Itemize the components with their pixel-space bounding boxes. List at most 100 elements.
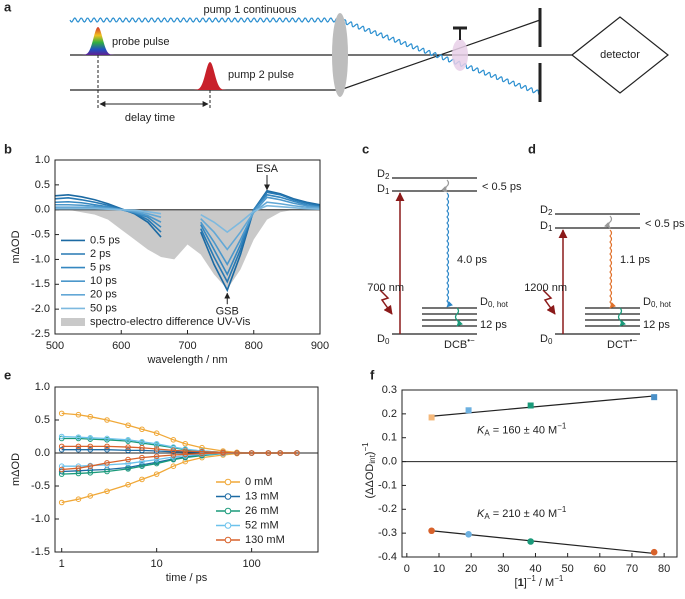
marker — [153, 453, 160, 460]
x-tick-label: 40 — [529, 563, 541, 575]
fit-line — [431, 530, 655, 555]
marker — [104, 443, 110, 450]
marker — [75, 496, 82, 503]
marker — [125, 456, 131, 463]
panel-label: e — [4, 367, 11, 382]
x-tick-label: 50 — [562, 563, 574, 575]
pump-pulse — [192, 62, 228, 90]
x-tick-label: 1 — [59, 558, 65, 570]
legend-marker — [224, 507, 232, 515]
marker — [182, 451, 189, 458]
plot-frame — [401, 389, 678, 558]
x-axis-label: time / ps — [166, 572, 208, 584]
y-tick-label: -1.0 — [31, 253, 50, 265]
y-axis-label: mΔOD — [10, 230, 22, 263]
point — [465, 531, 472, 538]
line — [54, 193, 162, 238]
level-label: D0, hot — [480, 296, 509, 309]
label-part: DCT — [607, 339, 630, 351]
marker — [58, 463, 65, 470]
label-part: 1 — [518, 577, 524, 589]
photon — [542, 289, 556, 315]
relax-arrow — [441, 179, 450, 193]
marker — [234, 450, 240, 456]
pump1-beam — [69, 17, 540, 96]
level-label: 700 nm — [367, 282, 404, 294]
level-label: 1.1 ps — [620, 254, 650, 266]
marker — [125, 460, 131, 467]
marker — [58, 446, 65, 453]
label-part: D — [377, 183, 385, 195]
label-part: 1 — [548, 224, 553, 233]
marker — [139, 426, 145, 433]
marker — [75, 411, 82, 418]
label-part: K — [477, 508, 485, 520]
y-tick-label: 0.0 — [382, 455, 397, 467]
sample — [452, 39, 468, 71]
legend-marker — [224, 536, 232, 544]
label-part: / M — [536, 577, 554, 589]
marker — [125, 437, 131, 443]
line — [61, 412, 297, 454]
marker — [87, 446, 94, 453]
label: pump 2 pulse — [228, 69, 294, 81]
panel-label: c — [362, 141, 369, 156]
marker — [58, 499, 65, 506]
marker — [182, 440, 189, 447]
marker — [182, 448, 189, 454]
point — [465, 407, 472, 414]
chart: 0.3 0.2 0.1 0.0 -0.1 -0.2 -0.3 -0.4 0 10 20 30 40 50 6… — [378, 384, 678, 575]
marker — [58, 433, 65, 440]
level-label: D1 — [377, 183, 390, 196]
panel-label: f — [370, 367, 375, 382]
label-part: 0, hot — [488, 300, 509, 309]
y-tick-label: -0.5 — [31, 480, 50, 492]
marker — [87, 463, 94, 470]
setup-diagram: a pump 1 continuous probe pulse pump 2 p… — [4, 0, 669, 124]
marker — [139, 438, 145, 445]
label-part: 1 — [385, 187, 390, 196]
label: KA = 210 ± 40 M−1 — [477, 505, 567, 521]
label-part: D — [540, 220, 548, 232]
legend-label: 10 ps — [90, 275, 117, 287]
label: [1]−1 / M−1 — [515, 574, 564, 589]
legend-label: 5 ps — [90, 262, 111, 274]
y-tick-label: -1.5 — [31, 278, 50, 290]
label-part: 2 — [548, 208, 553, 217]
annotation: ESA — [256, 163, 279, 175]
label: delay time — [125, 112, 175, 124]
marker — [75, 443, 82, 450]
label-part: D — [377, 168, 385, 180]
photon — [379, 289, 393, 315]
marker — [75, 446, 82, 453]
y-tick-label: 0.2 — [382, 408, 397, 420]
x-tick-label: 80 — [658, 563, 670, 575]
x-tick-label: 900 — [311, 340, 329, 352]
y-tick-label: -0.5 — [31, 228, 50, 240]
marker — [199, 450, 205, 457]
legend-label: 50 ps — [90, 302, 117, 314]
marker — [58, 435, 65, 442]
label-part: A — [484, 429, 490, 438]
label-part: −1 — [554, 574, 564, 583]
label-part: int — [368, 454, 377, 463]
x-tick-label: 800 — [245, 340, 263, 352]
point — [428, 414, 435, 421]
legend-label: 20 ps — [90, 289, 117, 301]
marker — [87, 443, 94, 450]
y-tick-label: 0.3 — [382, 384, 397, 396]
plot-frame — [54, 159, 321, 335]
level-label: 4.0 ps — [457, 254, 487, 266]
marker — [277, 450, 284, 456]
label: probe pulse — [112, 36, 170, 48]
line — [55, 207, 162, 215]
marker — [153, 440, 160, 447]
level-label: D2 — [377, 168, 390, 181]
label-part: K — [477, 424, 485, 436]
x-tick-label: 10 — [151, 558, 163, 570]
marker — [139, 458, 145, 465]
decay-arrow — [446, 192, 453, 308]
line — [61, 452, 297, 471]
y-tick-label: 0.1 — [382, 432, 397, 444]
